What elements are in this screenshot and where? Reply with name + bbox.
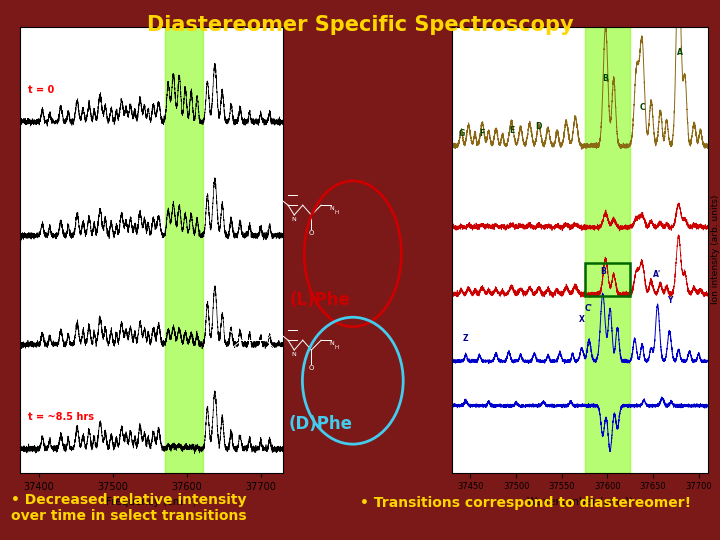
Text: (D)Phe: (D)Phe	[289, 415, 352, 433]
Text: H: H	[252, 352, 256, 357]
Bar	[585, 27, 630, 472]
Text: H: H	[335, 345, 339, 350]
Text: t = ~8.5 hrs: t = ~8.5 hrs	[27, 413, 94, 422]
Text: A': A'	[654, 271, 662, 280]
Bar	[164, 27, 203, 472]
Text: D: D	[536, 122, 542, 131]
Text: A: A	[677, 48, 683, 57]
Text: O: O	[223, 190, 228, 195]
X-axis label: Wavenumber (cm⁻¹): Wavenumber (cm⁻¹)	[527, 497, 633, 507]
Text: G: G	[458, 130, 464, 138]
Text: N: N	[251, 334, 255, 339]
Text: B: B	[603, 73, 608, 83]
Text: C': C'	[585, 304, 593, 313]
X-axis label: Frequency (cm⁻¹): Frequency (cm⁻¹)	[107, 497, 197, 507]
Text: Y: Y	[667, 296, 672, 306]
Text: Diastereomer Specific Spectroscopy: Diastereomer Specific Spectroscopy	[147, 15, 573, 35]
Text: (L)Phe: (L)Phe	[290, 291, 351, 309]
Text: t = 0: t = 0	[27, 85, 54, 96]
Text: H: H	[335, 210, 339, 215]
Text: N: N	[251, 199, 255, 204]
Text: O: O	[309, 365, 314, 372]
Text: • Decreased relative intensity
over time in select transitions: • Decreased relative intensity over time…	[11, 493, 246, 523]
Text: F: F	[480, 130, 485, 138]
Text: N: N	[292, 217, 297, 222]
Text: E: E	[509, 126, 514, 134]
Text: O: O	[223, 325, 228, 330]
Text: B: B	[600, 267, 606, 276]
Text: O: O	[309, 230, 314, 237]
Text: C: C	[639, 103, 645, 112]
Text: N: N	[292, 352, 297, 357]
Text: X: X	[579, 315, 585, 324]
Text: Z: Z	[463, 334, 469, 342]
Text: N: N	[330, 206, 335, 211]
Text: N: N	[330, 341, 335, 346]
Text: H: H	[252, 217, 256, 222]
Text: • Transitions correspond to diastereomer!: • Transitions correspond to diastereomer…	[360, 496, 691, 510]
Y-axis label: Ion intensity (arb. units): Ion intensity (arb. units)	[711, 195, 719, 305]
Bar	[585, 263, 630, 296]
